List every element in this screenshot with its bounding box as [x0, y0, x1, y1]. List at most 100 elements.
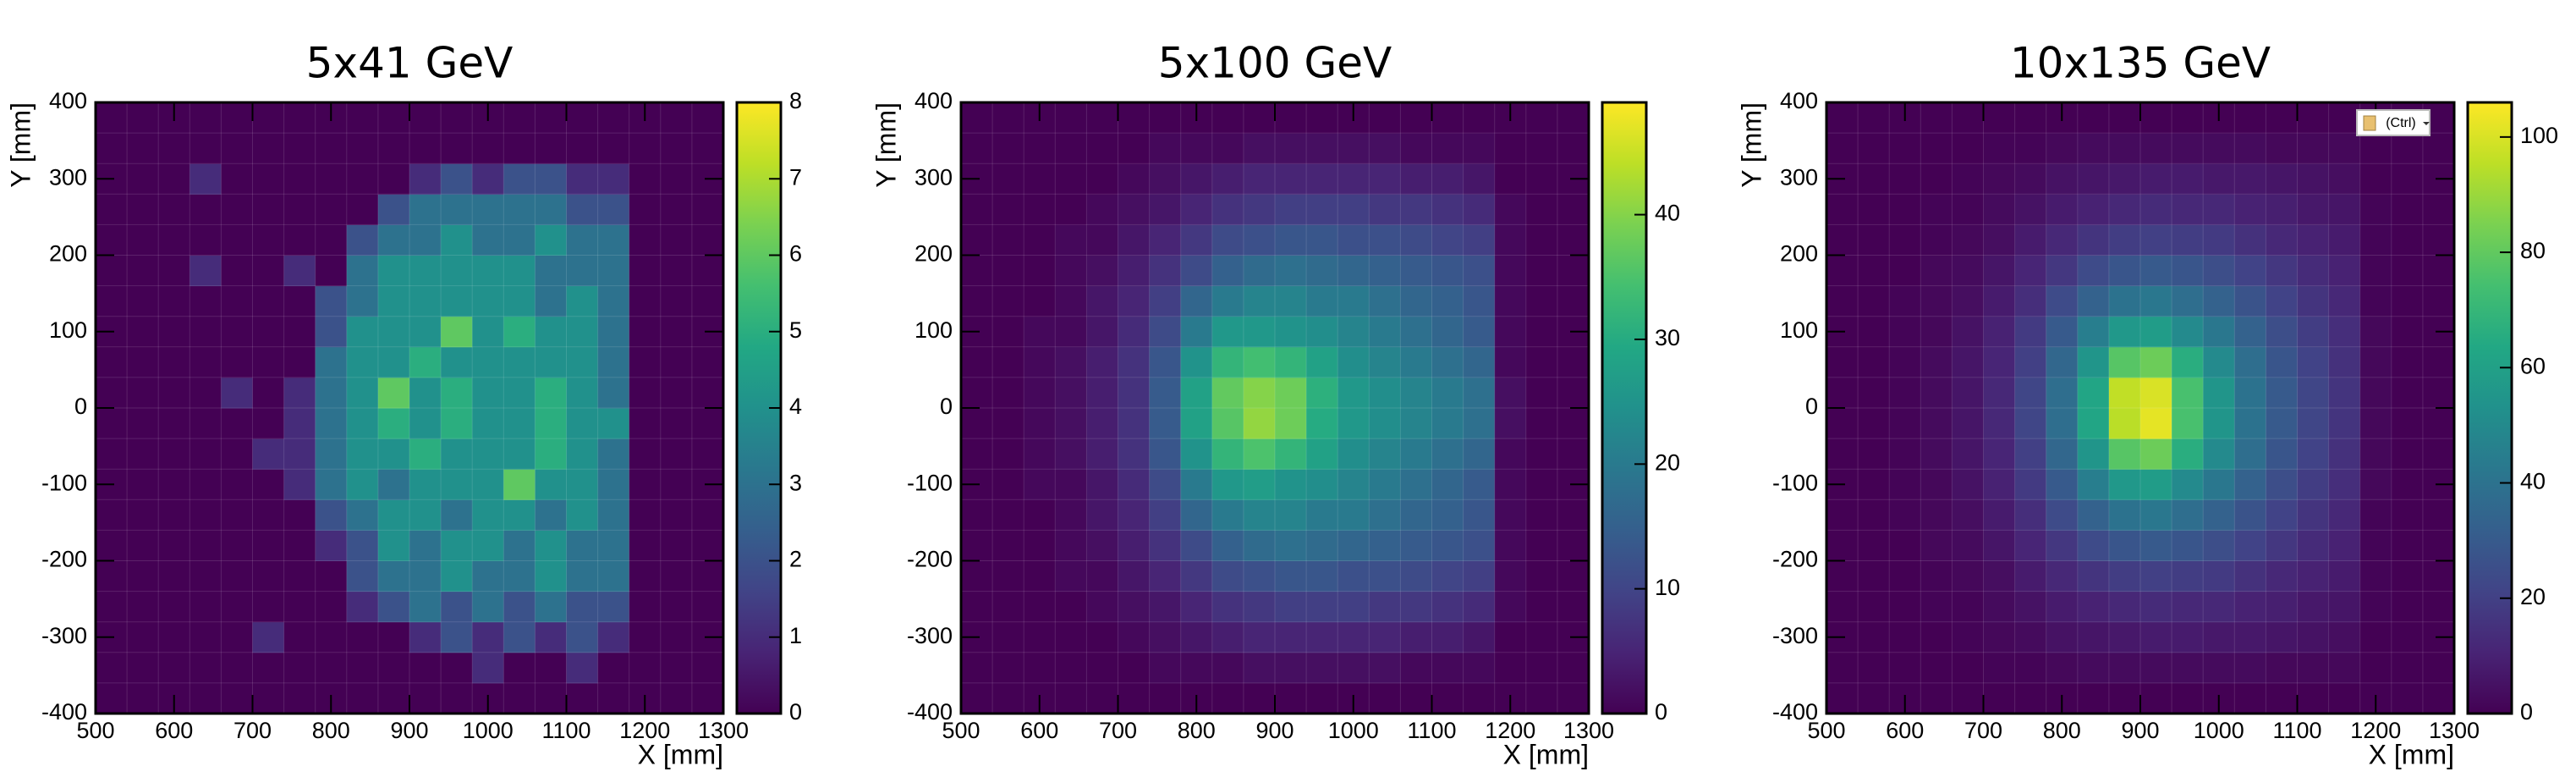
- heatmap-cell: [535, 438, 567, 470]
- heatmap-cell: [2172, 652, 2204, 684]
- heatmap-cell: [409, 255, 442, 287]
- heatmap-cell: [503, 194, 536, 225]
- heatmap-cell: [2297, 591, 2330, 623]
- heatmap-cell: [2328, 560, 2361, 592]
- heatmap-cell: [992, 408, 1024, 439]
- heatmap-cell: [1275, 530, 1307, 561]
- colorbar-tick-label: 3: [789, 470, 802, 495]
- heatmap-cell: [629, 133, 662, 164]
- heatmap-cell: [472, 377, 504, 409]
- heatmap-cell: [1557, 652, 1590, 684]
- heatmap-cell: [1826, 438, 1859, 470]
- heatmap-cell: [2108, 316, 2141, 348]
- heatmap-cell: [1086, 163, 1118, 195]
- heatmap-cell: [189, 438, 222, 470]
- paste-button-label[interactable]: (Ctrl): [2386, 116, 2416, 130]
- heatmap-cell: [961, 408, 993, 439]
- heatmap-cell: [2108, 438, 2141, 470]
- heatmap-cell: [1306, 285, 1338, 317]
- heatmap-cell: [2108, 560, 2141, 592]
- heatmap-cell: [315, 652, 348, 684]
- heatmap-cell: [409, 530, 442, 561]
- heatmap-cell: [2077, 408, 2110, 439]
- heatmap-cell: [127, 346, 159, 378]
- heatmap-cell: [2172, 224, 2204, 256]
- heatmap-cell: [566, 163, 599, 195]
- heatmap-cell: [1889, 499, 1921, 531]
- heatmap-cell: [1369, 163, 1401, 195]
- heatmap-cell: [1024, 560, 1056, 592]
- heatmap-cell: [691, 682, 724, 714]
- heatmap-cell: [2422, 346, 2455, 378]
- heatmap-cell: [1211, 102, 1244, 134]
- heatmap-cell: [252, 621, 285, 653]
- heatmap-cell: [1525, 285, 1558, 317]
- heatmap-cell: [346, 102, 379, 134]
- heatmap-cell: [1118, 255, 1151, 287]
- heatmap-cell: [252, 163, 285, 195]
- heatmap-cell: [961, 591, 993, 623]
- heatmap-cell: [566, 224, 599, 256]
- heatmap-cell: [1525, 163, 1558, 195]
- heatmap-cell: [283, 255, 316, 287]
- heatmap-cell: [2077, 530, 2110, 561]
- y-axis-label: Y [mm]: [871, 102, 901, 188]
- heatmap-cell: [2046, 652, 2079, 684]
- heatmap-cell: [1369, 652, 1401, 684]
- heatmap-cell: [1826, 408, 1859, 439]
- heatmap-cell: [2391, 621, 2424, 653]
- heatmap-cell: [1024, 346, 1056, 378]
- x-tick-label: 800: [1178, 718, 1216, 743]
- heatmap-cell: [1055, 499, 1087, 531]
- heatmap-cell: [1400, 499, 1432, 531]
- heatmap-cell: [1983, 133, 2016, 164]
- heatmap-cell: [1086, 469, 1118, 500]
- heatmap-cell: [1024, 163, 1056, 195]
- heatmap-cell: [2359, 530, 2392, 561]
- paste-options-button[interactable]: (Ctrl): [2356, 109, 2430, 136]
- heatmap-cell: [660, 224, 693, 256]
- heatmap-cell: [472, 499, 504, 531]
- heatmap-cell: [472, 133, 504, 164]
- heatmap-cell: [1086, 255, 1118, 287]
- heatmap-cell: [1889, 438, 1921, 470]
- heatmap-cell: [2359, 652, 2392, 684]
- heatmap-cell: [1211, 682, 1244, 714]
- heatmap-cell: [1858, 499, 1890, 531]
- heatmap-cell: [1463, 591, 1496, 623]
- x-tick-label: 800: [2043, 718, 2081, 743]
- heatmap-cell: [1180, 133, 1213, 164]
- heatmap-cell: [1369, 285, 1401, 317]
- heatmap-cell: [2046, 438, 2079, 470]
- heatmap-cell: [472, 408, 504, 439]
- x-tick-label: 500: [1807, 718, 1845, 743]
- heatmap-cell: [221, 560, 253, 592]
- heatmap-cell: [1211, 163, 1244, 195]
- heatmap-cell: [1431, 438, 1464, 470]
- heatmap-cell: [127, 438, 159, 470]
- heatmap-cell: [1149, 591, 1182, 623]
- heatmap-cell: [2172, 499, 2204, 531]
- heatmap-cell: [1463, 682, 1496, 714]
- heatmap-cell: [535, 408, 567, 439]
- paste-button-box[interactable]: [2356, 109, 2430, 136]
- heatmap-cell: [1952, 408, 1984, 439]
- heatmap-cell: [158, 652, 190, 684]
- x-tick-label: 1200: [619, 718, 670, 743]
- heatmap-cell: [252, 499, 285, 531]
- heatmap-cell: [283, 285, 316, 317]
- heatmap-cell: [1952, 652, 1984, 684]
- y-tick-label: 100: [915, 317, 953, 343]
- heatmap-cell: [660, 194, 693, 225]
- heatmap-cell: [2203, 346, 2235, 378]
- heatmap-cell: [535, 316, 567, 348]
- heatmap-cell: [1337, 408, 1370, 439]
- heatmap-cell: [2014, 499, 2047, 531]
- heatmap-cell: [2422, 438, 2455, 470]
- heatmap-cell: [1983, 560, 2016, 592]
- heatmap-cell: [2234, 163, 2266, 195]
- heatmap-cell: [1243, 652, 1276, 684]
- heatmap-cell: [629, 316, 662, 348]
- heatmap-cell: [1983, 255, 2016, 287]
- heatmap-cell: [2077, 255, 2110, 287]
